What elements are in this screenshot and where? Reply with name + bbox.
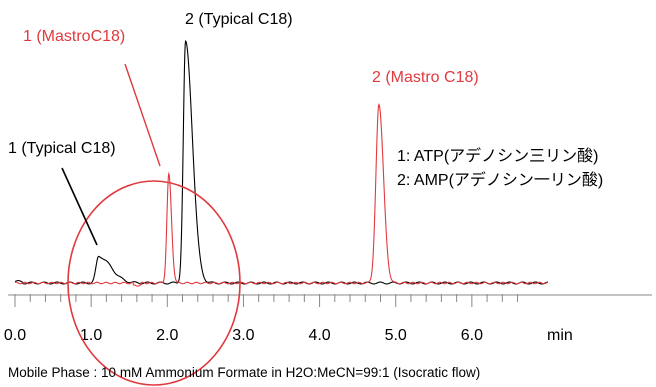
- x-tick-label: 3.0: [232, 327, 254, 344]
- x-axis: 0.0 1.0 2.0 3.0 4.0 5.0 6.0 min: [4, 294, 652, 344]
- pointer-line-peak1-typical: [61, 167, 98, 246]
- x-axis-unit-label: min: [547, 327, 573, 344]
- trace-mastro-c18: [14, 103, 549, 287]
- x-tick-labels: 0.0 1.0 2.0 3.0 4.0 5.0 6.0: [4, 327, 483, 344]
- peak-label-2-typical: 2 (Typical C18): [185, 11, 293, 28]
- peak-label-1-mastro: 1 (MastroC18): [23, 28, 125, 45]
- x-tick-label: 6.0: [461, 327, 483, 344]
- legend-line-atp: 1: ATP(アデノシン三リン酸): [397, 146, 599, 165]
- x-tick-label: 1.0: [80, 327, 102, 344]
- trace-layer: [14, 40, 549, 287]
- pointer-line-peak1-mastro: [124, 63, 161, 167]
- legend-line-amp: 2: AMP(アデノシン一リン酸): [397, 170, 603, 189]
- x-axis-ticks: [14, 294, 519, 307]
- peak-label-2-mastro: 2 (Mastro C18): [372, 69, 479, 86]
- footer-mobile-phase: Mobile Phase : 10 mM Ammonium Formate in…: [8, 365, 480, 380]
- annotation-layer: 1 (Typical C18) 2 (Typical C18) 1 (Mastr…: [8, 11, 603, 386]
- x-tick-label: 2.0: [156, 327, 178, 344]
- x-tick-label: 0.0: [4, 327, 26, 344]
- peak-label-1-typical: 1 (Typical C18): [8, 140, 116, 157]
- highlight-circle: [67, 180, 241, 386]
- x-tick-label: 4.0: [308, 327, 330, 344]
- x-tick-label: 5.0: [385, 327, 407, 344]
